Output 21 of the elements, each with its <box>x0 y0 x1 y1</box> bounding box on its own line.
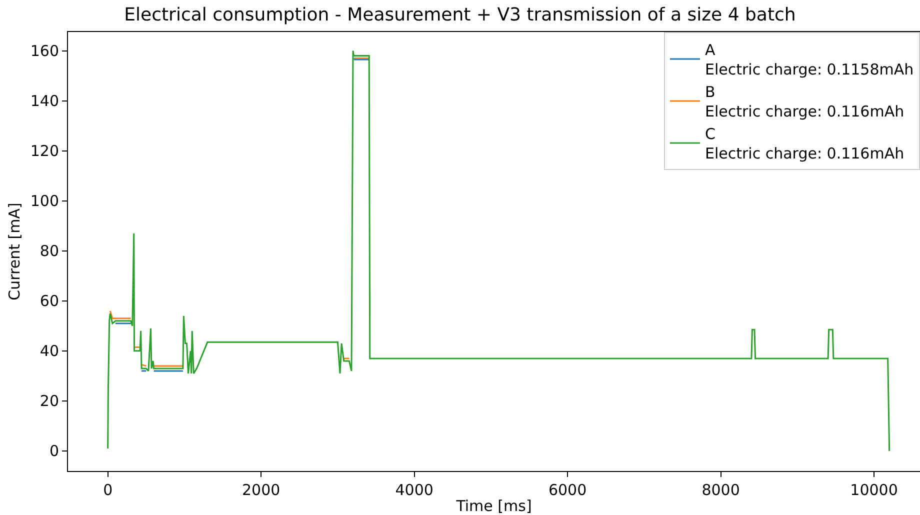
legend-label: C Electric charge: 0.116mAh <box>705 125 904 163</box>
y-tick-label: 120 <box>30 142 59 160</box>
x-tick-label: 2000 <box>242 481 280 499</box>
y-tick-label: 100 <box>30 192 59 210</box>
x-axis-title: Time [ms] <box>455 497 532 515</box>
legend-label: B Electric charge: 0.116mAh <box>705 83 904 121</box>
x-tick-label: 10000 <box>850 481 898 499</box>
y-tick-label: 80 <box>40 242 59 260</box>
x-tick-label: 8000 <box>702 481 740 499</box>
x-tick-label: 6000 <box>548 481 587 499</box>
y-tick-label: 20 <box>40 392 59 410</box>
y-tick-label: 140 <box>30 92 59 110</box>
y-axis-title: Current [mA] <box>6 202 24 300</box>
x-tick-label: 0 <box>103 481 113 499</box>
legend-label: A Electric charge: 0.1158mAh <box>705 41 914 79</box>
y-tick-label: 60 <box>40 292 59 310</box>
chart-title: Electrical consumption - Measurement + V3 transmission of a size 4 batch <box>124 4 796 26</box>
y-tick-label: 160 <box>30 42 59 60</box>
y-tick-label: 40 <box>40 342 59 360</box>
x-tick-label: 4000 <box>395 481 434 499</box>
y-tick-label: 0 <box>49 442 59 460</box>
